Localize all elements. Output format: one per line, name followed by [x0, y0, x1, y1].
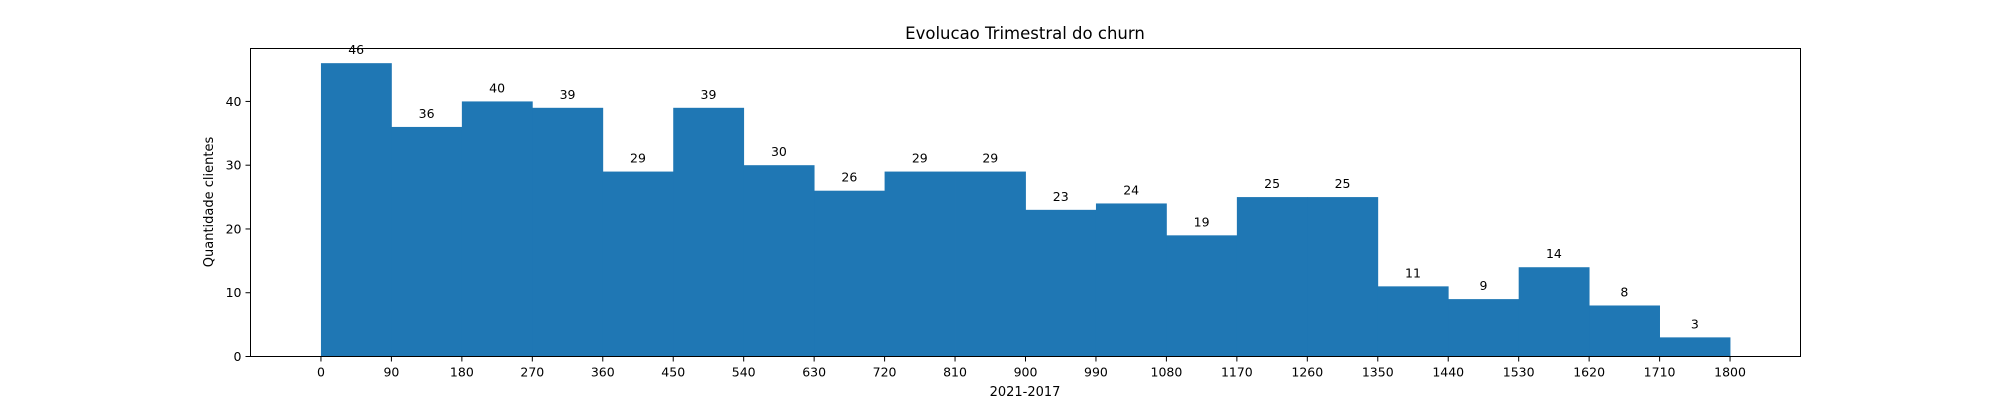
x-axis-ticks: 0 90 180 270 360 450 540 630 720 810 900 990 1080 117… [317, 356, 1746, 380]
bar-value-label: 14 [1546, 246, 1562, 261]
bar [391, 126, 463, 357]
bar-value-label: 30 [771, 144, 787, 159]
y-axis-ticks: 0 10 20 30 40 [226, 94, 251, 364]
bar [814, 190, 885, 357]
bar [1166, 235, 1238, 357]
x-tick-label: 1440 [1432, 365, 1464, 380]
bar [532, 107, 604, 357]
bar-value-label: 26 [841, 170, 857, 185]
bar [1025, 209, 1097, 357]
x-tick-label: 1620 [1573, 365, 1605, 380]
bar [1448, 299, 1520, 357]
bar [1307, 197, 1379, 357]
bar [461, 101, 533, 357]
x-tick-label: 540 [732, 365, 756, 380]
bar [320, 63, 392, 357]
bar-value-label: 29 [982, 151, 998, 166]
bar-value-label: 11 [1405, 265, 1421, 280]
bar [1095, 203, 1167, 357]
bar [673, 107, 745, 357]
bar-value-label: 23 [1053, 189, 1069, 204]
x-tick-label: 1080 [1151, 365, 1183, 380]
chart-title: Evolucao Trimestral do churn [905, 24, 1145, 43]
x-tick-label: 0 [317, 365, 325, 380]
bar [884, 171, 956, 357]
y-tick-label: 20 [226, 221, 242, 236]
bar-value-label: 19 [1194, 214, 1210, 229]
y-axis-label: Quantidade clientes [202, 137, 217, 268]
bar [602, 171, 674, 357]
x-tick-label: 270 [520, 365, 544, 380]
bar-value-label: 3 [1691, 316, 1699, 331]
x-tick-label: 1350 [1362, 365, 1394, 380]
y-tick-label: 0 [234, 349, 242, 364]
bar-value-label: 46 [348, 42, 364, 57]
bar [1659, 337, 1731, 357]
x-tick-label: 450 [661, 365, 685, 380]
bar-value-label: 36 [419, 106, 435, 121]
bar-value-label: 25 [1264, 176, 1280, 191]
x-tick-label: 1710 [1644, 365, 1676, 380]
x-tick-label: 900 [1014, 365, 1038, 380]
bar-value-label: 9 [1479, 278, 1487, 293]
bar [1518, 267, 1590, 357]
bar-value-label: 24 [1123, 182, 1139, 197]
bar [1589, 305, 1660, 357]
bar [955, 171, 1026, 357]
bar-value-label: 39 [701, 87, 717, 102]
x-tick-label: 630 [802, 365, 826, 380]
bar-value-label: 8 [1620, 284, 1628, 299]
bar-value-label: 25 [1335, 176, 1351, 191]
bar [743, 165, 815, 357]
y-tick-label: 40 [226, 94, 242, 109]
x-tick-label: 810 [943, 365, 967, 380]
x-tick-label: 180 [450, 365, 474, 380]
y-tick-label: 10 [226, 285, 242, 300]
bar-value-label: 40 [489, 80, 505, 95]
bar-value-label: 29 [630, 151, 646, 166]
bar-value-label: 39 [560, 87, 576, 102]
x-axis-label: 2021-2017 [990, 385, 1061, 400]
plot-frame [250, 48, 1801, 357]
bar [1236, 197, 1308, 357]
x-tick-label: 360 [591, 365, 615, 380]
x-tick-label: 1530 [1503, 365, 1535, 380]
bar [1377, 286, 1449, 357]
x-tick-label: 1170 [1221, 365, 1253, 380]
x-tick-label: 1260 [1291, 365, 1323, 380]
bar-value-label: 29 [912, 151, 928, 166]
y-tick-label: 30 [226, 158, 242, 173]
bars-group [320, 63, 1731, 357]
x-tick-label: 1800 [1714, 365, 1746, 380]
x-tick-label: 720 [873, 365, 897, 380]
x-tick-label: 90 [383, 365, 399, 380]
x-tick-label: 990 [1084, 365, 1108, 380]
bar-labels-group: 46 36 40 39 29 39 30 26 29 29 23 24 19 25 25 11 9 14 8 3 [348, 42, 1699, 331]
